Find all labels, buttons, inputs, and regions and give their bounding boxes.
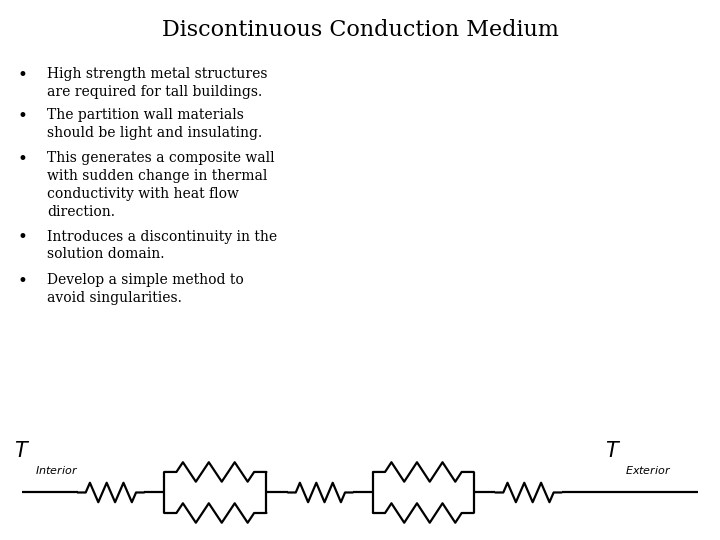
Text: Discontinuous Conduction Medium: Discontinuous Conduction Medium xyxy=(161,19,559,41)
Text: Develop a simple method to
avoid singularities.: Develop a simple method to avoid singula… xyxy=(47,273,243,305)
Text: •: • xyxy=(18,67,28,84)
Text: $\mathit{Exterior}$: $\mathit{Exterior}$ xyxy=(625,464,672,476)
Text: •: • xyxy=(18,151,28,168)
Text: •: • xyxy=(18,108,28,125)
Text: High strength metal structures
are required for tall buildings.: High strength metal structures are requi… xyxy=(47,67,267,99)
Text: $\mathit{Interior}$: $\mathit{Interior}$ xyxy=(35,464,78,476)
Text: •: • xyxy=(18,230,28,246)
Text: $T$: $T$ xyxy=(605,441,621,461)
Text: This generates a composite wall
with sudden change in thermal
conductivity with : This generates a composite wall with sud… xyxy=(47,151,274,219)
Text: •: • xyxy=(18,273,28,290)
Text: Introduces a discontinuity in the
solution domain.: Introduces a discontinuity in the soluti… xyxy=(47,230,277,261)
Text: The partition wall materials
should be light and insulating.: The partition wall materials should be l… xyxy=(47,108,262,140)
Text: $T$: $T$ xyxy=(14,441,30,461)
